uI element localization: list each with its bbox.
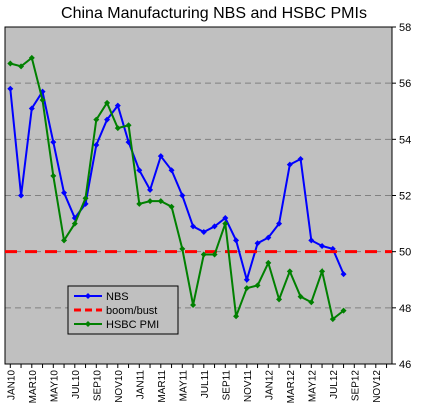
series-layer bbox=[5, 54, 392, 323]
data-point-hsbc-pmi-2 bbox=[28, 54, 35, 61]
data-point-hsbc-pmi-21 bbox=[233, 313, 240, 320]
data-point-hsbc-pmi-12 bbox=[136, 200, 143, 207]
data-point-nbs-28 bbox=[308, 237, 315, 244]
data-point-hsbc-pmi-31 bbox=[340, 307, 347, 314]
data-point-hsbc-pmi-5 bbox=[61, 237, 68, 244]
y-axis-ticks: 46 48 50 52 54 56 58 bbox=[392, 22, 411, 371]
data-point-nbs-19 bbox=[211, 223, 218, 230]
data-point-nbs-1 bbox=[18, 192, 25, 199]
x-tick-label-sep11: SEP11 bbox=[221, 370, 232, 401]
legend-marker-hsbc-pmi bbox=[85, 321, 91, 327]
data-point-hsbc-pmi-29 bbox=[319, 268, 326, 275]
y-tick-label-52: 52 bbox=[399, 191, 411, 203]
y-tick-label-50: 50 bbox=[399, 247, 411, 259]
data-point-hsbc-pmi-23 bbox=[254, 282, 261, 289]
data-point-hsbc-pmi-14 bbox=[157, 198, 164, 205]
data-point-nbs-21 bbox=[233, 237, 240, 244]
data-point-hsbc-pmi-13 bbox=[147, 198, 154, 205]
data-point-hsbc-pmi-6 bbox=[71, 220, 78, 227]
y-tick-label-48: 48 bbox=[399, 303, 411, 315]
data-point-hsbc-pmi-7 bbox=[82, 195, 89, 202]
x-tick-label-may12: MAY12 bbox=[307, 370, 318, 402]
data-point-hsbc-pmi-26 bbox=[286, 268, 293, 275]
data-point-nbs-26 bbox=[286, 161, 293, 168]
data-point-nbs-10 bbox=[114, 102, 121, 109]
x-tick-label-nov11: NOV11 bbox=[243, 370, 254, 402]
legend: NBS boom/bust HSBC PMI bbox=[67, 285, 179, 335]
x-tick-label-jul12: JUL12 bbox=[329, 370, 340, 399]
data-point-nbs-4 bbox=[50, 139, 57, 146]
legend-label-hsbc-pmi: HSBC PMI bbox=[106, 319, 159, 331]
data-point-nbs-27 bbox=[297, 155, 304, 162]
data-point-hsbc-pmi-11 bbox=[125, 122, 132, 129]
data-point-nbs-15 bbox=[168, 167, 175, 174]
data-point-hsbc-pmi-28 bbox=[308, 299, 315, 306]
x-tick-label-jul10: JUL10 bbox=[71, 370, 82, 399]
x-tick-label-nov12: NOV12 bbox=[372, 370, 383, 403]
data-point-hsbc-pmi-1 bbox=[18, 63, 25, 70]
data-point-hsbc-pmi-4 bbox=[50, 172, 57, 179]
data-point-nbs-0 bbox=[7, 85, 14, 92]
y-tick-label-56: 56 bbox=[399, 78, 411, 90]
data-point-hsbc-pmi-27 bbox=[297, 293, 304, 300]
data-point-nbs-22 bbox=[243, 276, 250, 283]
data-point-hsbc-pmi-19 bbox=[211, 251, 218, 258]
x-tick-label-jan10: JAN10 bbox=[6, 370, 17, 400]
data-point-hsbc-pmi-15 bbox=[168, 203, 175, 210]
data-point-nbs-24 bbox=[265, 234, 272, 241]
series-line-hsbc-pmi bbox=[10, 56, 345, 321]
data-point-nbs-18 bbox=[200, 229, 207, 236]
chart-title: China Manufacturing NBS and HSBC PMIs bbox=[61, 5, 367, 22]
data-point-nbs-12 bbox=[136, 167, 143, 174]
legend-marker-nbs bbox=[85, 293, 91, 299]
data-point-hsbc-pmi-30 bbox=[329, 316, 336, 323]
data-point-nbs-13 bbox=[147, 186, 154, 193]
x-tick-label-mar12: MAR12 bbox=[286, 370, 297, 404]
data-point-nbs-14 bbox=[157, 153, 164, 160]
data-point-hsbc-pmi-25 bbox=[276, 296, 283, 303]
data-point-hsbc-pmi-9 bbox=[104, 99, 111, 106]
x-tick-label-mar11: MAR11 bbox=[157, 370, 168, 403]
x-tick-label-may10: MAY10 bbox=[49, 370, 60, 402]
x-tick-label-nov10: NOV10 bbox=[114, 370, 125, 403]
x-tick-label-mar10: MAR10 bbox=[28, 370, 39, 404]
series-line-nbs bbox=[9, 88, 345, 284]
x-axis-ticks: JAN10 MAR10 MAY10 JUL10 SEP10 NOV10 JAN11 MAR11… bbox=[6, 364, 388, 404]
data-point-nbs-29 bbox=[319, 243, 326, 250]
data-point-nbs-8 bbox=[93, 141, 100, 148]
data-point-hsbc-pmi-20 bbox=[222, 220, 229, 227]
data-point-nbs-9 bbox=[104, 116, 111, 123]
data-point-hsbc-pmi-16 bbox=[179, 245, 186, 252]
data-point-hsbc-pmi-17 bbox=[190, 302, 197, 309]
data-point-hsbc-pmi-22 bbox=[243, 285, 250, 292]
data-point-nbs-31 bbox=[340, 271, 347, 278]
data-point-hsbc-pmi-3 bbox=[39, 97, 46, 104]
x-tick-label-jul11: JUL11 bbox=[200, 370, 211, 399]
data-point-hsbc-pmi-10 bbox=[114, 125, 121, 132]
data-point-nbs-2 bbox=[28, 105, 35, 112]
x-tick-label-sep10: SEP10 bbox=[92, 370, 103, 402]
x-tick-label-may11: MAY11 bbox=[178, 370, 189, 402]
data-point-hsbc-pmi-8 bbox=[93, 116, 100, 123]
data-point-nbs-23 bbox=[254, 240, 261, 247]
data-point-hsbc-pmi-0 bbox=[7, 60, 14, 67]
data-point-nbs-20 bbox=[222, 214, 229, 221]
x-tick-label-jan12: JAN12 bbox=[264, 370, 275, 400]
x-tick-label-jan11: JAN11 bbox=[135, 370, 146, 400]
data-point-nbs-17 bbox=[190, 223, 197, 230]
data-point-nbs-5 bbox=[61, 189, 68, 196]
legend-label-boom-bust: boom/bust bbox=[106, 305, 157, 317]
data-point-nbs-16 bbox=[179, 192, 186, 199]
y-tick-label-54: 54 bbox=[399, 134, 411, 146]
y-tick-label-58: 58 bbox=[399, 22, 411, 34]
data-point-hsbc-pmi-18 bbox=[200, 251, 207, 258]
x-tick-label-sep12: SEP12 bbox=[350, 370, 361, 402]
legend-label-nbs: NBS bbox=[106, 291, 129, 303]
data-point-hsbc-pmi-24 bbox=[265, 259, 272, 266]
y-tick-label-46: 46 bbox=[399, 359, 411, 371]
data-point-nbs-25 bbox=[276, 220, 283, 227]
